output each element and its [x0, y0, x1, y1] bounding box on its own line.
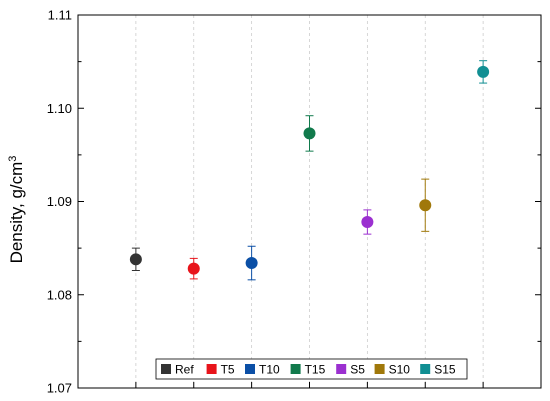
y-tick-label: 1.11	[48, 8, 72, 23]
data-marker	[419, 199, 432, 212]
legend-swatch	[290, 364, 301, 374]
legend-swatch	[245, 364, 255, 374]
point-t10	[245, 245, 258, 281]
legend-label: S15	[434, 363, 456, 377]
y-axis-title-text: Density, g/cm	[7, 162, 26, 264]
y-tick-label: 1.10	[47, 101, 72, 116]
point-s15	[477, 60, 490, 84]
data-marker	[477, 65, 490, 78]
point-ref	[129, 247, 142, 272]
point-s5	[361, 209, 374, 235]
y-axis: 1.07 1.08 1.09 1.10 1.11	[47, 8, 541, 396]
legend-item-t10: T10	[245, 363, 280, 377]
legend: Ref T5 T10 T15 S5 S10 S15	[155, 358, 468, 380]
data-marker	[245, 257, 258, 270]
legend-swatch	[206, 364, 217, 374]
data-marker	[187, 262, 200, 275]
y-tick-label: 1.08	[47, 287, 72, 302]
legend-label: T15	[305, 363, 326, 377]
y-tick-label: 1.09	[47, 194, 72, 209]
legend-label: T5	[221, 363, 235, 377]
legend-item-s5: S5	[336, 363, 365, 377]
point-t15	[303, 115, 316, 152]
legend-label: S10	[389, 363, 411, 377]
legend-item-ref: Ref	[161, 363, 194, 377]
legend-swatch	[420, 364, 431, 374]
y-axis-title-superscript: 3	[7, 156, 19, 162]
data-marker	[361, 216, 374, 229]
legend-label: Ref	[175, 363, 194, 377]
y-axis-title: Density, g/cm3	[7, 156, 26, 264]
point-t5	[187, 257, 200, 280]
point-s10	[419, 178, 432, 232]
legend-label: T10	[259, 363, 280, 377]
legend-item-t15: T15	[290, 363, 326, 377]
data-points	[129, 60, 490, 281]
legend-box	[155, 358, 468, 380]
legend-label: S5	[350, 363, 365, 377]
legend-item-s10: S10	[374, 363, 411, 377]
legend-item-s15: S15	[420, 363, 456, 377]
y-tick-label: 1.07	[47, 381, 72, 396]
legend-item-t5: T5	[206, 363, 235, 377]
data-marker	[303, 127, 316, 140]
data-marker	[129, 253, 142, 266]
legend-swatch	[374, 364, 385, 374]
grid	[135, 15, 484, 388]
legend-swatch	[161, 364, 171, 374]
legend-swatch	[336, 364, 347, 374]
